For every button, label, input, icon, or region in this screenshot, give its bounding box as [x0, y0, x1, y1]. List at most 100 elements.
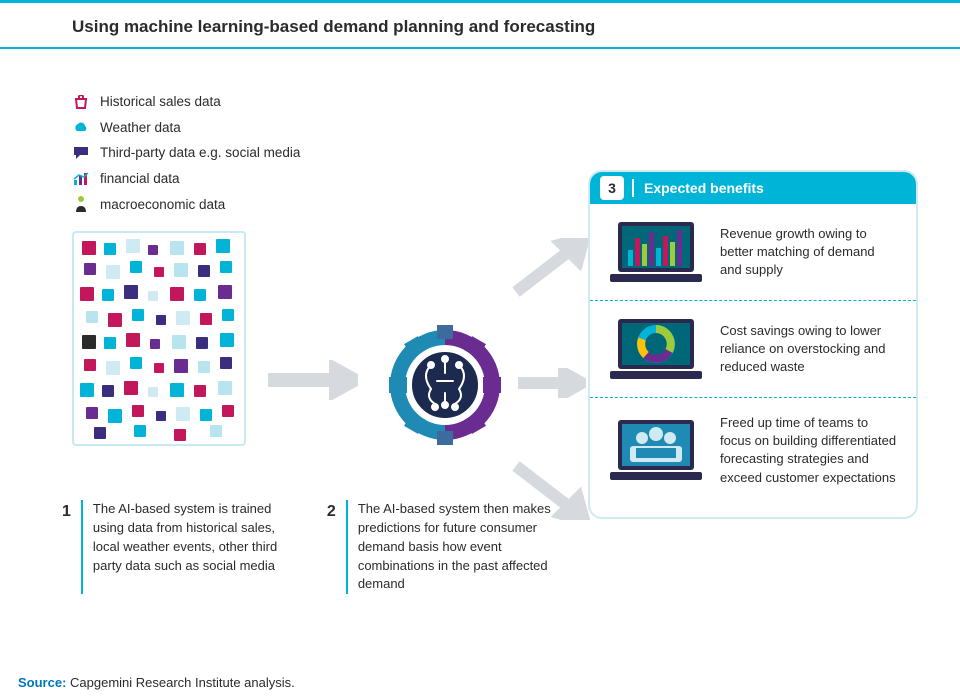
data-point: [104, 243, 116, 255]
page-title: Using machine learning-based demand plan…: [0, 3, 960, 49]
data-point: [106, 265, 120, 279]
source-label: Source:: [18, 675, 66, 690]
data-point: [124, 381, 138, 395]
data-point: [126, 239, 140, 253]
laptop-team-icon: [608, 418, 704, 482]
divider: [632, 179, 634, 197]
legend-item: Historical sales data: [72, 89, 920, 115]
benefit-text: Revenue growth owing to better matching …: [720, 225, 898, 280]
data-point: [84, 359, 96, 371]
step-2: 2 The AI-based system then makes predict…: [327, 500, 568, 594]
step-captions: 1 The AI-based system is trained using d…: [62, 500, 568, 594]
data-point: [150, 339, 160, 349]
legend-label: financial data: [100, 166, 180, 192]
data-point: [130, 261, 142, 273]
data-point: [170, 383, 184, 397]
benefit-row: Cost savings owing to lower reliance on …: [590, 300, 916, 397]
speech-icon: [72, 146, 90, 160]
data-point: [216, 239, 230, 253]
data-point: [156, 315, 166, 325]
benefit-text: Freed up time of teams to focus on build…: [720, 414, 898, 487]
step-text: The AI-based system is trained using dat…: [93, 500, 303, 594]
benefit-row: Freed up time of teams to focus on build…: [590, 397, 916, 503]
data-point: [218, 285, 232, 299]
divider: [346, 500, 348, 594]
data-point: [94, 427, 106, 439]
arrow-icon: [516, 368, 586, 398]
data-point: [196, 337, 208, 349]
step-text: The AI-based system then makes predictio…: [358, 500, 568, 594]
data-point: [220, 357, 232, 369]
arrow-icon: [512, 238, 590, 298]
data-point: [176, 311, 190, 325]
source-line: Source: Capgemini Research Institute ana…: [18, 675, 295, 690]
step-1: 1 The AI-based system is trained using d…: [62, 500, 303, 594]
data-point: [82, 241, 96, 255]
person-icon: [72, 197, 90, 211]
data-point: [174, 263, 188, 277]
data-point: [102, 289, 114, 301]
data-point: [154, 267, 164, 277]
legend-item: Weather data: [72, 115, 920, 141]
data-point: [108, 313, 122, 327]
data-point: [200, 409, 212, 421]
laptop-donut-icon: [608, 317, 704, 381]
data-point: [194, 385, 206, 397]
data-point: [80, 383, 94, 397]
data-point: [222, 405, 234, 417]
data-point: [220, 261, 232, 273]
data-point: [148, 291, 158, 301]
data-point: [172, 335, 186, 349]
data-point: [222, 309, 234, 321]
cloud-icon: [72, 120, 90, 134]
data-point: [154, 363, 164, 373]
benefits-header: 3 Expected benefits: [590, 172, 916, 204]
data-point: [176, 407, 190, 421]
data-point: [104, 337, 116, 349]
data-point: [148, 245, 158, 255]
data-point: [82, 335, 96, 349]
data-point: [134, 425, 146, 437]
training-data-box: [72, 231, 246, 446]
data-point: [108, 409, 122, 423]
divider: [81, 500, 83, 594]
legend-item: Third-party data e.g. social media: [72, 140, 920, 166]
data-point: [80, 287, 94, 301]
benefit-text: Cost savings owing to lower reliance on …: [720, 322, 898, 377]
data-point: [194, 243, 206, 255]
arrow-icon: [266, 360, 358, 400]
data-point: [218, 381, 232, 395]
step-number: 2: [327, 500, 336, 594]
data-point: [220, 333, 234, 347]
laptop-barchart-icon: [608, 220, 704, 284]
bag-icon: [72, 95, 90, 109]
data-point: [102, 385, 114, 397]
data-point: [174, 429, 186, 441]
source-value: Capgemini Research Institute analysis.: [66, 675, 294, 690]
data-point: [170, 241, 184, 255]
benefits-step-number: 3: [600, 176, 624, 200]
data-point: [86, 311, 98, 323]
data-point: [198, 265, 210, 277]
step-number: 1: [62, 500, 71, 594]
data-point: [148, 387, 158, 397]
data-point: [132, 405, 144, 417]
data-point: [126, 333, 140, 347]
data-point: [124, 285, 138, 299]
data-point: [106, 361, 120, 375]
benefits-title: Expected benefits: [644, 180, 764, 196]
data-point: [194, 289, 206, 301]
legend-label: Weather data: [100, 115, 181, 141]
legend-label: Third-party data e.g. social media: [100, 140, 300, 166]
data-point: [130, 357, 142, 369]
data-point: [132, 309, 144, 321]
benefit-row: Revenue growth owing to better matching …: [590, 204, 916, 300]
data-point: [156, 411, 166, 421]
data-point: [200, 313, 212, 325]
data-point: [210, 425, 222, 437]
chart-icon: [72, 172, 90, 186]
legend-label: macroeconomic data: [100, 192, 225, 218]
data-point: [86, 407, 98, 419]
benefits-panel: 3 Expected benefits Revenue growth owing…: [588, 170, 918, 519]
legend-label: Historical sales data: [100, 89, 221, 115]
